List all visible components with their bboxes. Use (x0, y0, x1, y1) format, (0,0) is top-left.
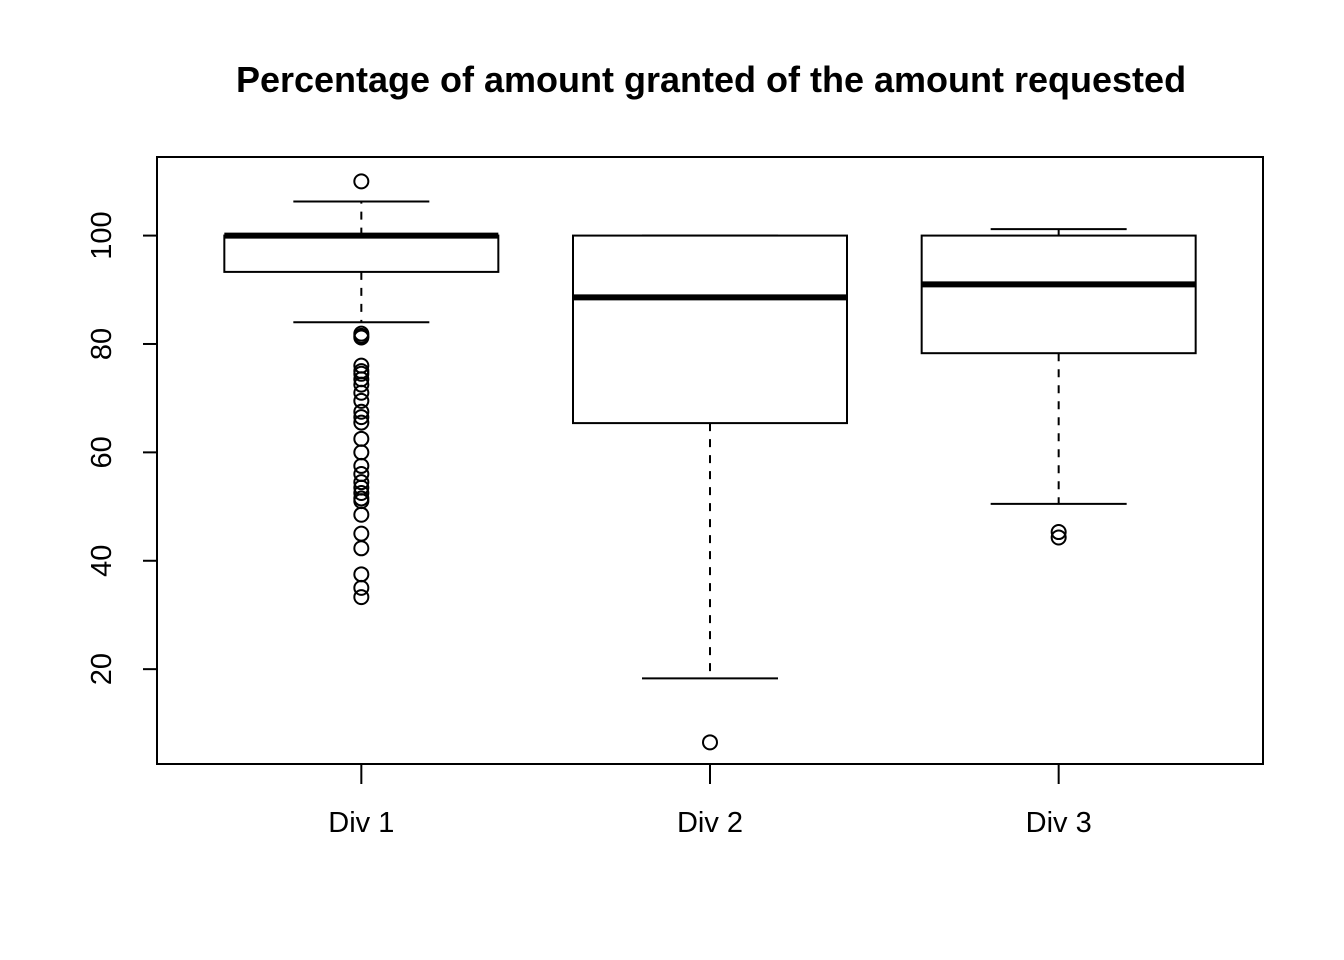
box (920, 234, 1197, 355)
box-group (223, 173, 500, 606)
x-tick-label: Div 1 (328, 807, 394, 839)
outlier-point (353, 173, 370, 190)
y-tick-label: 40 (86, 545, 118, 577)
y-tick-label: 20 (86, 653, 118, 685)
outlier-point (353, 384, 370, 401)
y-tick-label: 80 (86, 328, 118, 360)
box (223, 234, 500, 273)
x-tick-label: Div 2 (677, 807, 743, 839)
box-group (920, 228, 1197, 546)
outlier-point (353, 444, 370, 461)
outlier-point (353, 506, 370, 523)
x-tick-label: Div 3 (1026, 807, 1092, 839)
chart-title: Percentage of amount granted of the amou… (236, 59, 1186, 100)
y-axis: 20 40 60 80 100 (86, 211, 157, 685)
y-tick-label: 60 (86, 436, 118, 468)
y-tick-label: 100 (86, 211, 118, 259)
outlier-point (353, 540, 370, 557)
box (572, 234, 848, 425)
outlier-point (353, 474, 370, 491)
outlier-point (1050, 524, 1067, 541)
outlier-point (353, 376, 370, 393)
x-axis: Div 1 Div 2 Div 3 (328, 764, 1092, 839)
outlier-point (353, 329, 370, 346)
outlier-point (353, 392, 370, 409)
outlier-point (353, 525, 370, 542)
outlier-point (353, 466, 370, 483)
outlier-point (353, 403, 370, 420)
box-group (572, 234, 848, 751)
outlier-point (353, 365, 370, 382)
outlier-point (353, 579, 370, 596)
outlier-point (353, 485, 370, 502)
boxes-layer (223, 173, 1197, 751)
outlier-point (702, 734, 718, 751)
outlier-point (353, 414, 370, 431)
outlier-point (353, 589, 370, 606)
outlier-point (1050, 529, 1067, 546)
outlier-point (353, 457, 370, 474)
outlier-point (353, 566, 370, 583)
outlier-point (353, 409, 370, 426)
outlier-point (353, 430, 370, 447)
